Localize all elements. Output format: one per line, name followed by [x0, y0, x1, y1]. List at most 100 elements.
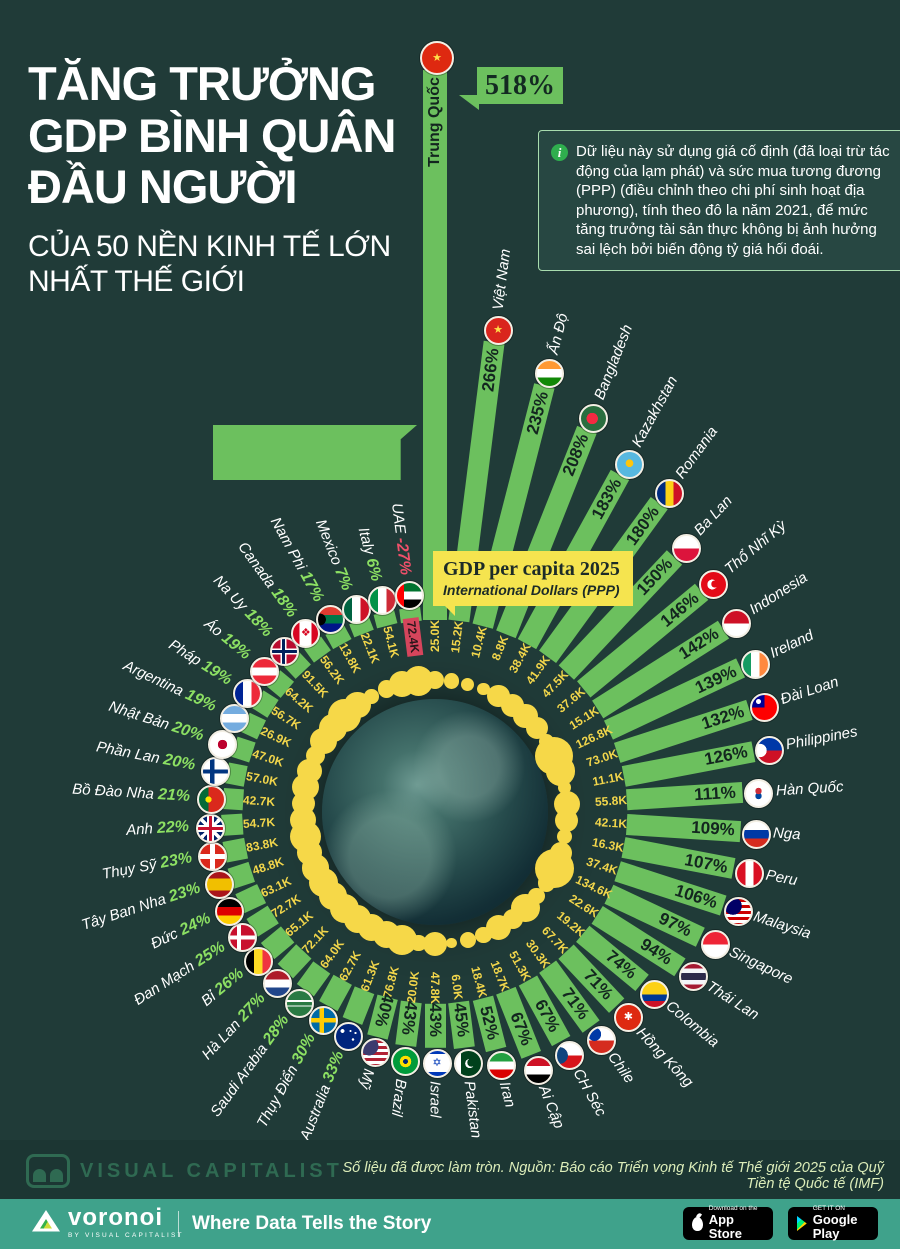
country-name-label: Hồng Kông: [633, 1023, 697, 1091]
country-name-label: Malaysia: [751, 907, 814, 943]
methodology-text: Dữ liệu này sử dụng giá cố định (đã loại…: [576, 143, 890, 258]
growth-pct-label: 20%: [162, 751, 197, 775]
country-flag-icon: [341, 594, 371, 624]
google-play-badge-topline: GET IT ON: [812, 1205, 845, 1213]
growth-pct-label: 235%: [522, 389, 552, 436]
gdp-dot: [556, 828, 573, 845]
apple-icon: [692, 1216, 703, 1231]
china-growth-callout: 518%: [477, 67, 563, 104]
country-flag-icon: [699, 570, 729, 600]
gdp-value-label: 42.7K: [242, 792, 276, 809]
gdp-value-label: 6.0K: [448, 973, 466, 1001]
growth-pct-label: 20%: [169, 718, 206, 745]
gdp-dot: [475, 926, 492, 943]
growth-pct-label: 6%: [362, 555, 385, 583]
country-flag-icon: ❖: [291, 618, 321, 648]
country-name-label: Bangladesh: [590, 321, 636, 402]
country-flag-icon: [269, 636, 299, 666]
country-flag-icon: [722, 609, 752, 639]
country-name-label: Philippines: [784, 723, 859, 754]
gdp-value-label: 54.7K: [242, 815, 276, 832]
gdp-dot: [459, 931, 476, 948]
growth-pct-label: 21%: [157, 785, 191, 805]
growth-pct-label: 67%: [506, 1009, 537, 1049]
info-icon: i: [551, 144, 568, 161]
country-name-label: Nga: [772, 824, 802, 844]
gdp-value-label: 11.1K: [591, 769, 625, 789]
country-name-label: Thổ Nhĩ Kỳ: [721, 516, 790, 578]
country-name-label: Peru: [764, 866, 799, 890]
growth-pct-label: 40%: [371, 991, 399, 1030]
voronoi-logo: voronoi BY VISUAL CAPITALIST: [32, 1206, 184, 1239]
app-store-badge-label: App Store: [708, 1212, 742, 1242]
country-name-label: Colombia: [662, 997, 722, 1052]
visual-capitalist-logo: VISUAL CAPITALIST: [26, 1154, 343, 1188]
country-name-label: Mỹ: [355, 1067, 378, 1091]
voronoi-byline: BY VISUAL CAPITALIST: [68, 1232, 184, 1239]
gdp-value-label: 16.3K: [590, 835, 625, 855]
country-flag-icon: [233, 679, 263, 709]
growth-pct-label: 266%: [478, 347, 503, 393]
gdp-dot: [461, 677, 475, 691]
country-flag-icon: [555, 1040, 585, 1070]
country-name-label: Singapore: [726, 943, 796, 988]
growth-pct-label: 25%: [192, 938, 229, 970]
country-flag-icon: [367, 586, 397, 616]
tagline: Where Data Tells the Story: [192, 1213, 432, 1234]
country-flag-icon: [394, 581, 424, 611]
gdp-dot: [446, 937, 457, 949]
growth-pct-label: 43%: [426, 1002, 445, 1037]
country-flag-icon: [285, 988, 315, 1018]
growth-pct-label: 33%: [319, 1048, 348, 1085]
country-flag-icon: ★: [483, 316, 513, 346]
gdp-dot: [525, 716, 548, 739]
country-flag-icon: [614, 449, 644, 479]
growth-pct-label: 109%: [690, 818, 735, 840]
country-name-label: Ireland: [767, 626, 816, 662]
country-flag-icon: [219, 704, 249, 734]
country-bar: [423, 70, 447, 620]
visual-capitalist-icon: [26, 1154, 70, 1188]
growth-pct-label: 107%: [683, 849, 730, 877]
country-bar: [222, 788, 245, 811]
gdp-value-label: 15.2K: [448, 620, 466, 655]
country-flag-icon: [361, 1038, 391, 1068]
country-name-label: UAE -27%: [388, 501, 414, 576]
earth-globe: [322, 699, 548, 925]
growth-pct-label: 19%: [217, 629, 254, 664]
growth-pct-label: 24%: [177, 909, 214, 939]
country-flag-icon: [227, 923, 257, 953]
gdp-dot: [403, 666, 434, 696]
growth-pct-label: 142%: [675, 624, 723, 664]
country-flag-icon: [750, 693, 780, 723]
country-flag-icon: [315, 604, 345, 634]
country-name-label: Chile: [603, 1048, 638, 1087]
country-flag-icon: [586, 1025, 616, 1055]
country-name-label: Ba Lan: [690, 492, 736, 539]
country-flag-icon: [205, 870, 235, 900]
country-name-label: Pakistan: [460, 1079, 485, 1139]
country-flag-icon: [523, 1055, 553, 1085]
gdp-dot: [557, 780, 572, 794]
growth-pct-label: 22%: [156, 818, 190, 838]
title-line-2: GDP BÌNH QUÂN: [28, 108, 396, 162]
subtitle-line-1: CỦA 50 NỀN KINH TẾ LỚN: [28, 230, 391, 264]
decorative-banner: [213, 425, 417, 480]
page-title: TĂNG TRƯỞNG GDP BÌNH QUÂN ĐẦU NGƯỜI CỦA …: [28, 58, 468, 300]
app-store-badge-topline: Download on the: [708, 1205, 758, 1213]
legend-subtitle: International Dollars (PPP): [443, 582, 620, 598]
methodology-note: i Dữ liệu này sử dụng giá cố định (đã lo…: [538, 130, 900, 271]
gdp-dot: [477, 683, 490, 696]
legend-box-tail: [441, 602, 455, 616]
country-flag-icon: [754, 736, 784, 766]
country-flag-icon: [655, 479, 685, 509]
gdp-value-label: 55.8K: [594, 792, 628, 809]
app-store-badge[interactable]: Download on the App Store: [683, 1205, 773, 1242]
growth-pct-label: 28%: [260, 1011, 293, 1048]
google-play-badge[interactable]: GET IT ON Google Play: [788, 1205, 878, 1241]
gdp-value-label: 25.0K: [428, 619, 442, 653]
growth-pct-label: 23%: [166, 879, 203, 906]
country-flag-icon: [640, 979, 670, 1009]
visual-capitalist-wordmark: VISUAL CAPITALIST: [80, 1159, 343, 1182]
country-name-label: Iran: [495, 1079, 519, 1109]
